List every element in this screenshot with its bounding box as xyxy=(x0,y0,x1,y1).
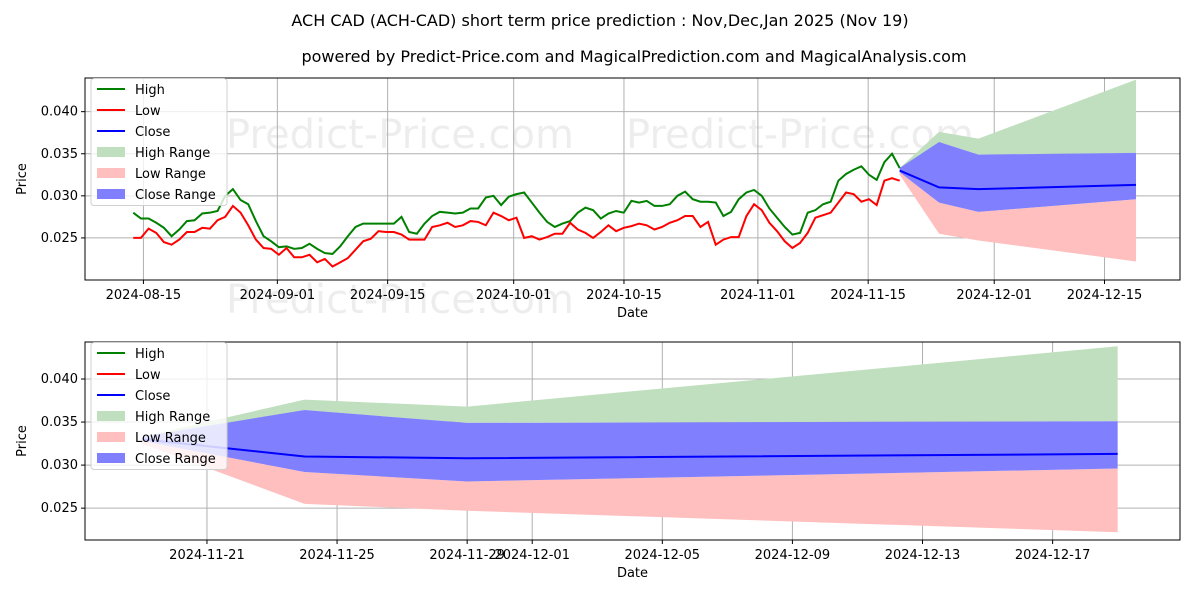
high-line xyxy=(132,152,901,255)
legend-label: High xyxy=(135,83,165,98)
low-line xyxy=(133,177,900,268)
high-range-band xyxy=(899,79,1137,171)
legend-label: Low Range xyxy=(135,167,206,182)
bottom-panel: Predict-Price.comPredict-Price.com0.0250… xyxy=(15,341,1181,581)
legend-label: Close xyxy=(135,389,170,404)
legend-swatch-patch xyxy=(97,147,125,157)
legend-swatch-patch xyxy=(97,432,125,442)
plot-area xyxy=(132,79,1137,268)
x-tick-label: 2024-09-15 xyxy=(350,288,426,303)
legend-label: High Range xyxy=(135,146,210,161)
y-tick-label: 0.030 xyxy=(41,189,78,204)
x-tick-label: 2024-09-01 xyxy=(240,288,316,303)
x-tick-label: 2024-08-15 xyxy=(106,288,182,303)
x-tick-label: 2024-12-13 xyxy=(885,548,961,563)
legend: High Low Close High Range Low Range Close Ran… xyxy=(90,78,228,206)
high-range-band xyxy=(141,346,1118,440)
legend-swatch-patch xyxy=(97,189,125,199)
legend-swatch-patch xyxy=(97,168,125,178)
legend-label: Close Range xyxy=(135,188,216,203)
x-tick-label: 2024-10-15 xyxy=(586,288,662,303)
close-line xyxy=(899,169,1137,191)
low-range-band xyxy=(141,441,1118,533)
x-tick-label: 2024-11-25 xyxy=(299,548,375,563)
legend-label: High Range xyxy=(135,410,210,425)
legend-label: Low Range xyxy=(135,431,206,446)
x-tick-label: 2024-11-01 xyxy=(720,288,796,303)
top-panel: Predict-Price.com Predict-Price.com Predic… xyxy=(15,77,1181,323)
y-axis-label: Price xyxy=(15,425,30,457)
watermark-text: Predict-Price.com xyxy=(226,277,574,323)
y-tick-label: 0.040 xyxy=(41,372,78,387)
legend-swatch-patch xyxy=(97,411,125,421)
chart-subtitle: powered by Predict-Price.com and Magical… xyxy=(301,47,966,66)
watermark-text: Predict-Price.com xyxy=(626,112,974,158)
x-axis-label: Date xyxy=(617,566,648,581)
x-tick-label: 2024-11-29 xyxy=(429,548,505,563)
x-tick-label: 2024-12-05 xyxy=(625,548,701,563)
low-range-band xyxy=(899,172,1137,262)
close-range-band xyxy=(899,141,1137,212)
y-axis-label: Price xyxy=(15,163,30,195)
y-tick-label: 0.025 xyxy=(41,501,78,516)
x-tick-label: 2024-12-09 xyxy=(755,548,831,563)
legend-label: Close xyxy=(135,125,170,140)
y-tick-label: 0.040 xyxy=(41,105,78,120)
y-tick-label: 0.035 xyxy=(41,415,78,430)
watermark-text: Predict-Price.com xyxy=(226,112,574,158)
x-tick-label: 2024-12-17 xyxy=(1015,548,1091,563)
plot-area xyxy=(141,346,1118,533)
y-tick-label: 0.025 xyxy=(41,231,78,246)
x-tick-label: 2024-12-15 xyxy=(1067,288,1143,303)
x-tick-label: 2024-10-01 xyxy=(476,288,552,303)
legend: High Low Close High Range Low Range Close Ran… xyxy=(90,342,228,470)
legend-label: Low xyxy=(135,368,161,383)
y-tick-label: 0.035 xyxy=(41,147,78,162)
legend-label: High xyxy=(135,347,165,362)
x-tick-label: 2024-11-15 xyxy=(830,288,906,303)
legend-label: Close Range xyxy=(135,452,216,467)
y-tick-label: 0.030 xyxy=(41,458,78,473)
close-range-band xyxy=(141,410,1118,482)
chart-title: ACH CAD (ACH-CAD) short term price predi… xyxy=(291,11,908,30)
axes-frame xyxy=(84,341,1181,541)
x-tick-label: 2024-12-01 xyxy=(494,548,570,563)
x-tick-label: 2024-11-21 xyxy=(169,548,245,563)
x-tick-label: 2024-12-01 xyxy=(956,288,1032,303)
legend-swatch-patch xyxy=(97,453,125,463)
legend-label: Low xyxy=(135,104,161,119)
x-axis-label: Date xyxy=(617,306,648,321)
axes-frame xyxy=(84,77,1181,281)
